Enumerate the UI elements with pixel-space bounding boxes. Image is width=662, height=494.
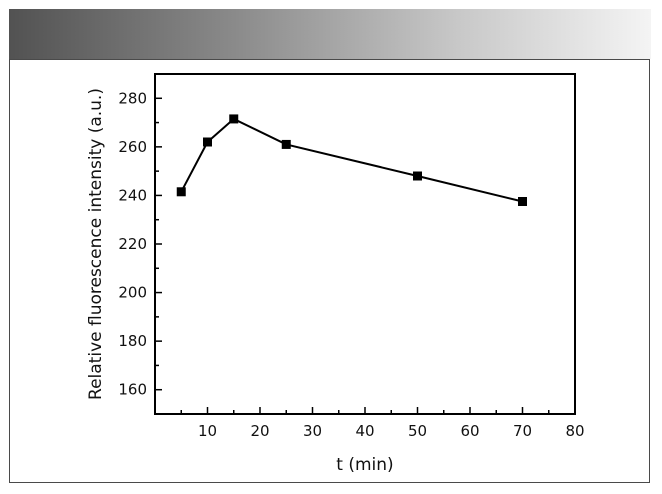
x-tick-label: 20 (250, 422, 269, 440)
data-point-marker (518, 197, 527, 206)
y-tick-label: 280 (118, 89, 147, 107)
x-tick-label: 50 (408, 422, 427, 440)
y-axis-ticks: 160 180 200 220 240 260 280 (118, 73, 162, 415)
x-axis-ticks: 10 20 30 40 50 60 70 80 (180, 407, 585, 440)
figure-frame (9, 59, 650, 483)
x-tick-label: 70 (513, 422, 532, 440)
y-tick-label: 240 (118, 186, 147, 204)
x-tick-label: 10 (198, 422, 217, 440)
data-point-marker (176, 187, 186, 197)
y-tick-label: 160 (118, 381, 147, 399)
data-point-marker (281, 139, 291, 149)
data-point-marker (413, 171, 422, 181)
series-line (180, 117, 523, 203)
y-tick-label: 200 (118, 284, 147, 302)
x-tick-label: 80 (565, 422, 584, 440)
y-tick-label: 180 (118, 332, 147, 350)
data-point-marker (229, 114, 239, 124)
header-banner (9, 9, 651, 59)
plot-area (154, 73, 576, 415)
x-tick-label: 60 (460, 422, 479, 440)
x-tick-label: 30 (303, 422, 322, 440)
y-tick-label: 260 (118, 138, 147, 156)
data-point-marker (203, 137, 212, 147)
x-tick-label: 40 (355, 422, 374, 440)
x-axis-label: t (min) (336, 455, 393, 475)
y-tick-label: 220 (118, 235, 147, 253)
series-layer (176, 114, 527, 206)
y-axis-label: Relative fluorescence intensity (a.u.) (86, 88, 106, 400)
